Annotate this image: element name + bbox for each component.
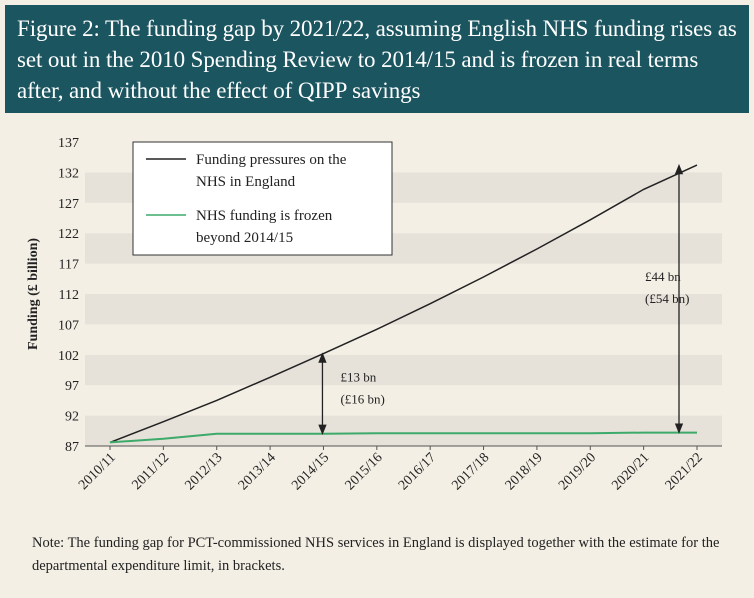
y-tick-label: 107 bbox=[58, 318, 79, 333]
series-line-funding-frozen bbox=[109, 431, 697, 444]
x-tick-label: 2014/15 bbox=[289, 450, 332, 493]
y-tick-label: 97 bbox=[65, 379, 79, 394]
legend: Funding pressures on the NHS in England NH… bbox=[132, 141, 393, 256]
y-tick-label: 137 bbox=[58, 136, 79, 151]
y-tick-label: 122 bbox=[58, 227, 79, 242]
gap-annotation-label: (£16 bn) bbox=[340, 392, 384, 407]
legend-box bbox=[132, 141, 393, 256]
y-tick-label: 127 bbox=[58, 197, 79, 212]
gap-annotation-label: £44 bn bbox=[645, 269, 681, 284]
x-tick-label: 2015/16 bbox=[343, 450, 386, 493]
y-tick-label: 117 bbox=[59, 258, 79, 273]
y-tick-label: 87 bbox=[65, 440, 79, 455]
gap-annotation-label: (£54 bn) bbox=[645, 291, 689, 306]
x-tick-label: 2020/21 bbox=[609, 450, 652, 493]
legend-label: NHS in England bbox=[196, 174, 296, 190]
legend-label: beyond 2014/15 bbox=[196, 230, 293, 246]
grid-band bbox=[85, 324, 722, 355]
x-tick-label: 2013/14 bbox=[236, 450, 279, 493]
grid-band bbox=[85, 263, 722, 294]
y-tick-label: 132 bbox=[58, 166, 79, 181]
figure-note: Note: The funding gap for PCT-commission… bbox=[32, 535, 720, 574]
annotation-layer: £13 bn (£16 bn) £44 bn (£54 bn) bbox=[318, 163, 689, 436]
x-tick-label: 2016/17 bbox=[396, 450, 439, 493]
gap-annotation-label: £13 bn bbox=[340, 370, 376, 385]
legend-label: Funding pressures on the bbox=[196, 152, 347, 168]
figure-header: Figure 2: The funding gap by 2021/22, as… bbox=[5, 5, 749, 113]
series-line-funding-pressures bbox=[109, 164, 698, 444]
x-tick-label: 2012/13 bbox=[182, 450, 225, 493]
y-tick-label: 92 bbox=[65, 410, 79, 425]
grid-band bbox=[85, 354, 722, 386]
x-tick-label: 2011/12 bbox=[130, 450, 173, 493]
x-tick-label: 2017/18 bbox=[449, 450, 492, 493]
x-tick-label: 2010/11 bbox=[76, 450, 119, 493]
legend-label: NHS funding is frozen bbox=[196, 208, 333, 224]
grid-bands bbox=[85, 142, 722, 446]
grid-band bbox=[85, 385, 722, 416]
x-tick-label: 2018/19 bbox=[503, 450, 546, 493]
y-tick-label: 102 bbox=[58, 349, 79, 364]
figure-title: Figure 2: The funding gap by 2021/22, as… bbox=[17, 16, 737, 103]
grid-band bbox=[85, 294, 722, 325]
series-layer bbox=[109, 164, 698, 444]
x-tick-label: 2019/20 bbox=[556, 450, 599, 493]
y-tick-label: 112 bbox=[59, 288, 79, 303]
y-axis-label: Funding (£ billion) bbox=[26, 238, 41, 350]
x-tick-label: 2021/22 bbox=[663, 450, 706, 493]
grid-band bbox=[85, 415, 722, 446]
